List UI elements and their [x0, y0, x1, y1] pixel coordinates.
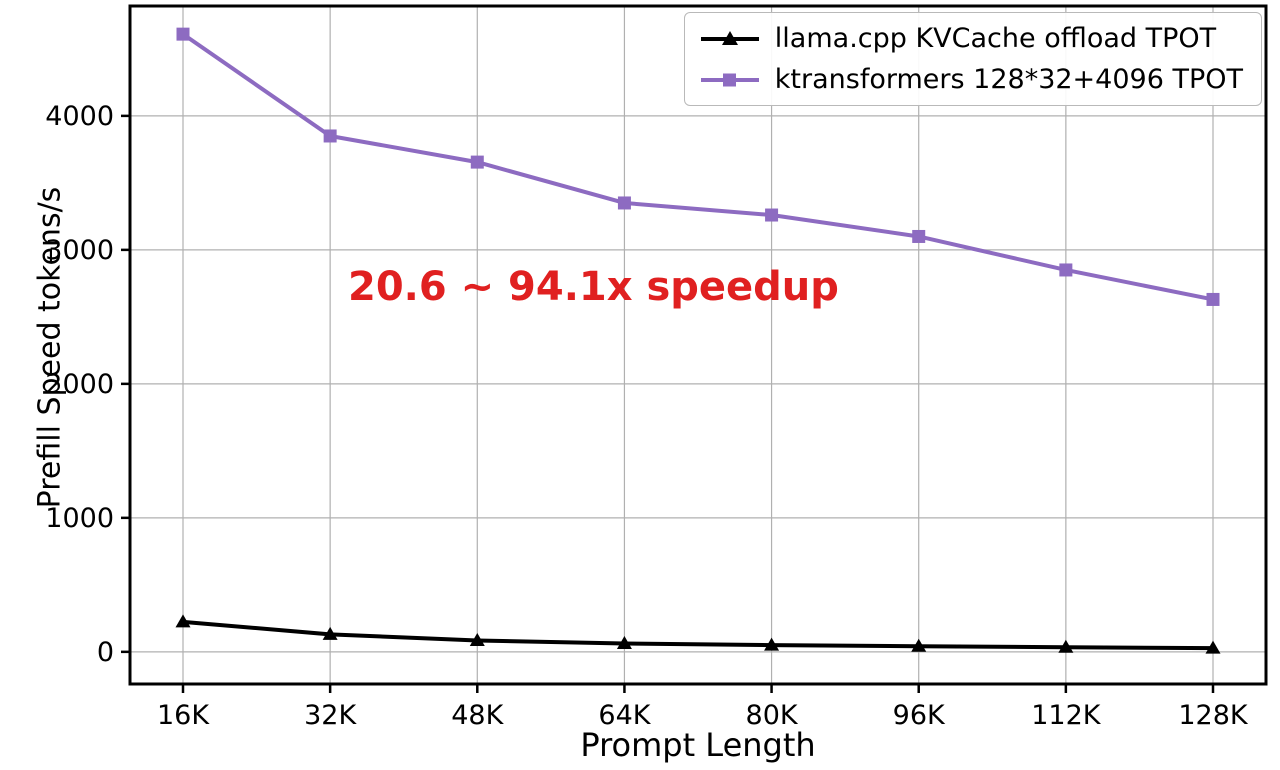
legend-item-ktransformers: ktransformers 128*32+4096 TPOT [699, 64, 1243, 95]
svg-text:0: 0 [97, 637, 114, 668]
svg-text:64K: 64K [598, 700, 651, 731]
svg-text:32K: 32K [304, 700, 357, 731]
svg-text:1000: 1000 [45, 503, 114, 534]
svg-text:128K: 128K [1178, 700, 1249, 731]
legend-label: ktransformers 128*32+4096 TPOT [774, 64, 1243, 95]
svg-text:4000: 4000 [45, 101, 114, 132]
svg-text:16K: 16K [157, 700, 210, 731]
x-axis-label: Prompt Length [580, 726, 816, 764]
svg-text:80K: 80K [746, 700, 799, 731]
legend-line-sample-square-icon [700, 73, 759, 86]
svg-text:3000: 3000 [45, 235, 114, 266]
svg-text:2000: 2000 [45, 369, 114, 400]
svg-text:48K: 48K [451, 700, 504, 731]
svg-text:112K: 112K [1031, 700, 1102, 731]
legend-item-llamacpp: llama.cpp KVCache offload TPOT [699, 23, 1243, 54]
svg-text:96K: 96K [893, 700, 946, 731]
annotation-speedup: 20.6 ~ 94.1x speedup [348, 264, 839, 310]
legend-line-sample-triangle-icon [700, 30, 759, 45]
legend: llama.cpp KVCache offload TPOT ktransfor… [683, 12, 1262, 106]
y-axis-label: Prefill Speed tokens/s [32, 186, 68, 509]
legend-label: llama.cpp KVCache offload TPOT [774, 23, 1217, 54]
